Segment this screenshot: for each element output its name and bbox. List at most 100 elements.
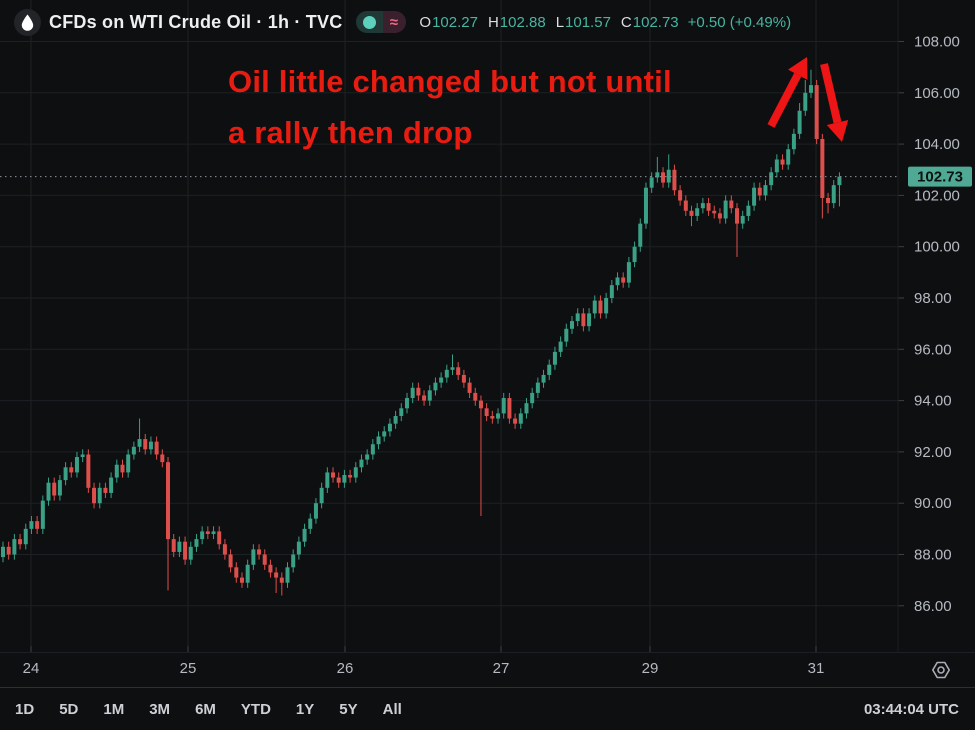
candle-body	[35, 521, 40, 529]
candle-body	[393, 415, 398, 424]
candle-body	[456, 367, 461, 375]
time-axis[interactable]: 24 25 26 27 29 31	[0, 652, 975, 687]
candle-body	[245, 564, 250, 583]
candle-body	[643, 187, 648, 224]
gear-icon[interactable]	[929, 658, 953, 682]
candle-body	[160, 454, 165, 463]
candle-body	[342, 474, 347, 483]
candle-body	[837, 176, 842, 186]
candle-body	[496, 413, 501, 419]
candle-body	[433, 382, 438, 391]
price-axis-label: 90.00	[914, 495, 952, 512]
candle-body	[416, 387, 421, 396]
day-label-29: 29	[641, 660, 659, 677]
candle-body	[666, 169, 671, 183]
candle-body	[547, 364, 552, 375]
candle-body	[166, 462, 171, 540]
candle-body	[382, 431, 387, 437]
candle-body	[376, 436, 381, 445]
candle-body	[404, 398, 409, 409]
candle-body	[712, 210, 717, 214]
range-button-1Y[interactable]: 1Y	[295, 700, 315, 718]
candle-body	[501, 398, 506, 414]
candle-body	[188, 546, 193, 560]
low-label: L	[555, 13, 565, 31]
day-label-24: 24	[22, 660, 40, 677]
range-button-1D[interactable]: 1D	[15, 700, 35, 718]
range-button-5D[interactable]: 5D	[59, 700, 79, 718]
candle-body	[609, 285, 614, 298]
candle-body	[672, 169, 677, 191]
candle-body	[786, 149, 791, 165]
candlestick-chart[interactable]: 108.00 106.00 104.00 102.00 100.00 98.00 96.00…	[0, 0, 975, 652]
candle-body	[439, 377, 444, 383]
range-buttons: 1D 5D 1M 3M 6M YTD 1Y 5Y All	[14, 699, 403, 720]
candle-body	[484, 408, 489, 416]
range-button-YTD[interactable]: YTD	[240, 700, 271, 718]
candle-body	[820, 138, 825, 198]
candle-body	[541, 374, 546, 383]
range-button-1M[interactable]: 1M	[103, 700, 125, 718]
candle-body	[649, 177, 654, 188]
price-axis-label: 102.00	[914, 187, 960, 204]
candle-body	[387, 423, 392, 432]
candle-body	[769, 172, 774, 186]
candle-body	[598, 300, 603, 314]
candle-body	[331, 472, 336, 478]
candle-body	[570, 321, 574, 329]
price-axis-label: 104.00	[914, 136, 960, 153]
candle-body	[251, 549, 256, 565]
rally-up-arrow	[767, 72, 802, 128]
candle-body	[490, 415, 495, 419]
range-button-All[interactable]: All	[382, 700, 402, 718]
candle-body	[200, 531, 205, 540]
rally-up-arrow-head	[787, 57, 808, 80]
oil-drop-icon	[14, 8, 41, 36]
candle-body	[302, 528, 307, 542]
candle-body	[740, 215, 745, 224]
delayed-data-icon: ≈	[383, 11, 407, 33]
candle-body	[120, 464, 125, 473]
candle-body	[257, 549, 262, 555]
candle-body	[12, 539, 17, 555]
candle-body	[399, 408, 404, 416]
candle-body	[57, 480, 62, 496]
candle-body	[6, 546, 11, 555]
range-button-5Y[interactable]: 5Y	[339, 700, 358, 718]
candle-body	[211, 531, 216, 534]
market-status-pill[interactable]: ≈	[356, 11, 407, 33]
candle-body	[592, 300, 597, 314]
candle-body	[683, 200, 688, 211]
range-button-3M[interactable]: 3M	[149, 700, 171, 718]
candle-body	[632, 246, 637, 263]
candle-body	[18, 539, 23, 545]
range-button-6M[interactable]: 6M	[195, 700, 216, 718]
clock-utc[interactable]: 03:44:04 UTC	[863, 700, 959, 718]
price-axis-label: 106.00	[914, 85, 960, 102]
candle-body	[706, 203, 711, 211]
candle-body	[228, 554, 233, 568]
candle-body	[655, 172, 660, 178]
candle-body	[564, 328, 569, 342]
plot-background	[0, 0, 975, 652]
annotation-text: Oil little changed but not until a rally…	[228, 56, 672, 158]
last-price-badge-value: 102.73	[917, 169, 963, 186]
candle-body	[308, 518, 313, 529]
candle-body	[348, 474, 353, 478]
price-axis-label: 88.00	[914, 547, 952, 564]
candle-body	[524, 403, 529, 414]
candle-body	[444, 369, 449, 378]
candle-body	[154, 441, 159, 455]
candle-body	[336, 477, 341, 483]
candle-body	[530, 392, 535, 404]
candle-body	[615, 277, 620, 286]
market-open-segment	[356, 11, 384, 33]
symbol-title[interactable]: CFDs on WTI Crude Oil · 1h · TVC	[49, 11, 343, 32]
candle-body	[797, 110, 802, 134]
candle-body	[274, 572, 279, 578]
candle-body	[808, 85, 813, 93]
day-label-27: 27	[492, 660, 510, 677]
day-label-31: 31	[807, 660, 825, 677]
candle-body	[558, 341, 563, 352]
candle-body	[513, 418, 518, 424]
